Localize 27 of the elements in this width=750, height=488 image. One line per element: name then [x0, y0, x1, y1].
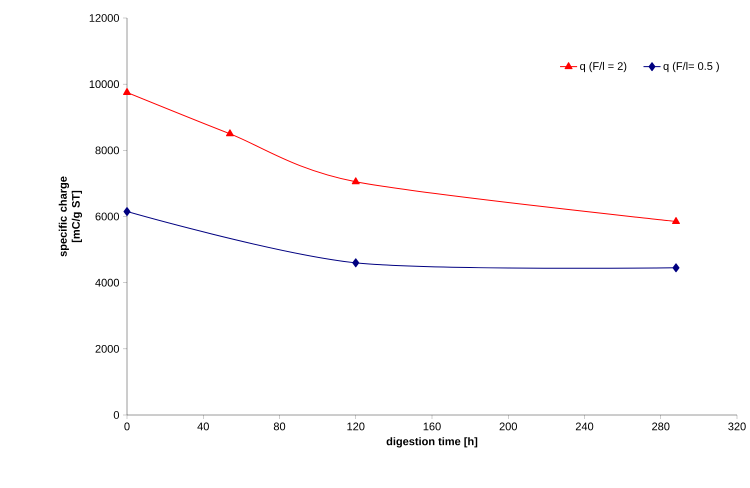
point — [124, 207, 130, 216]
point — [352, 177, 360, 184]
x-tick-label: 160 — [424, 422, 441, 430]
x-tick-label: 240 — [576, 422, 594, 430]
y-tick-label: 0 — [114, 411, 120, 419]
x-axis-title: digestion time [h] — [386, 437, 478, 448]
x-tick-label: 320 — [728, 422, 746, 430]
legend-label: q (F/l= 0.5 ) — [664, 62, 719, 72]
point — [123, 88, 131, 95]
x-tick-label: 280 — [652, 422, 670, 430]
point — [226, 129, 234, 136]
y-tick-label: 6000 — [96, 212, 120, 220]
y-tick-label: 8000 — [95, 146, 120, 154]
y-axis-title: specific charge [mC/g ST] — [58, 176, 82, 256]
y-tick-label: 10000 — [90, 80, 120, 88]
x-tick-label: 40 — [197, 422, 209, 430]
x-tick-label: 200 — [500, 422, 517, 430]
x-tick-label: 120 — [347, 422, 364, 430]
point — [352, 258, 360, 268]
y-tick-label: 4000 — [95, 278, 120, 287]
x-tick-label: 80 — [274, 422, 286, 430]
point — [672, 263, 680, 272]
legend-label: q (F/l = 2) — [580, 62, 626, 72]
x-tick-label: 0 — [124, 422, 130, 430]
y-tick-label: 12000 — [90, 14, 120, 22]
point — [672, 216, 680, 224]
y-tick-label: 2000 — [96, 344, 120, 353]
